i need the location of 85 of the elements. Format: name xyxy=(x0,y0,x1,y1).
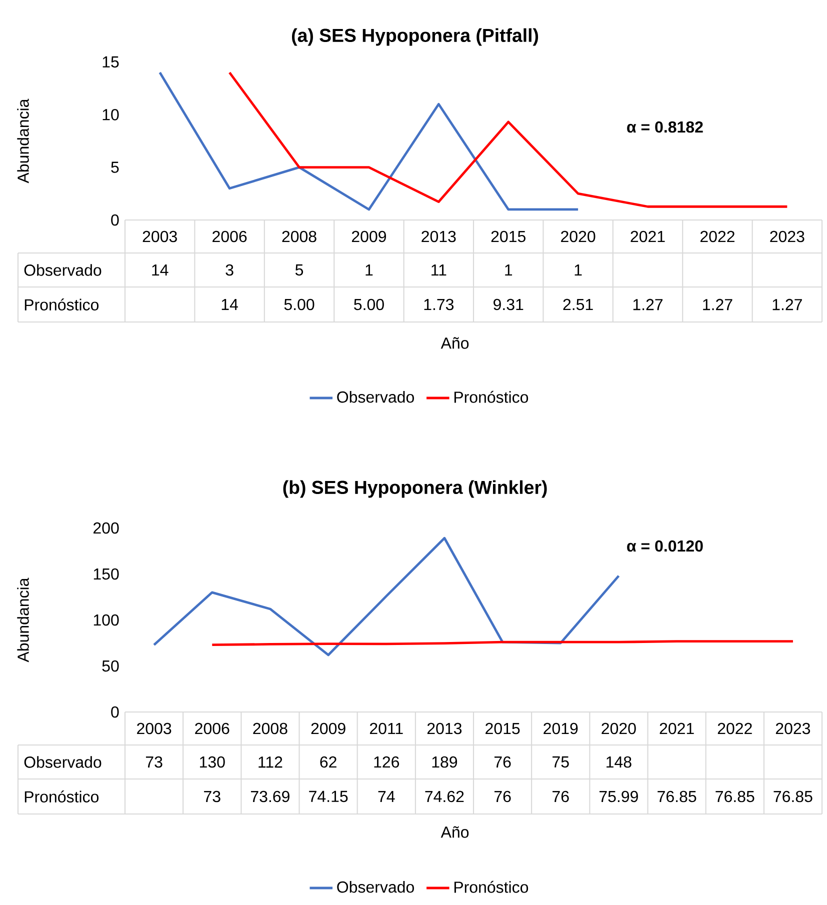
x-tick-label: 2011 xyxy=(370,722,403,734)
chart-title: (a) SES Hypoponera (Pitfall) xyxy=(292,28,538,46)
x-tick-label: 2021 xyxy=(630,230,665,242)
text: Observado xyxy=(24,264,102,276)
data-label: 189 xyxy=(432,756,458,768)
data-label: 73 xyxy=(204,790,220,802)
y-tick-label: 50 xyxy=(102,660,119,672)
y-tick-label: 15 xyxy=(102,56,119,68)
x-tick-label: 2003 xyxy=(137,722,172,734)
data-label: 3 xyxy=(226,264,234,276)
legend-label: Observado xyxy=(337,391,414,403)
data-label: 14 xyxy=(152,264,168,276)
x-tick-label: 2015 xyxy=(491,230,526,242)
y-axis-title: Abundancia xyxy=(17,98,29,184)
data-label: 62 xyxy=(320,756,336,768)
data-label: 1 xyxy=(574,264,582,276)
x-tick-label: 2013 xyxy=(422,230,456,242)
x-axis-title: Año xyxy=(440,337,469,349)
data-label: 76.85 xyxy=(716,790,754,802)
data-label: 74.15 xyxy=(309,790,348,802)
y-tick-label: 0 xyxy=(111,214,119,226)
x-tick-label: 2022 xyxy=(700,230,734,242)
data-label: 112 xyxy=(258,756,282,768)
data-label: 11 xyxy=(432,264,446,276)
legend-label: Pronóstico xyxy=(454,880,528,893)
annotation: α = 0.0120 xyxy=(627,540,703,552)
legend-label: Pronóstico xyxy=(454,390,528,403)
y-axis-title: Abundancia xyxy=(17,578,29,662)
x-tick-label: 2023 xyxy=(770,230,804,242)
data-label: 76.85 xyxy=(774,790,812,802)
data-label: 76.85 xyxy=(658,790,696,802)
x-tick-label: 2019 xyxy=(544,722,578,734)
x-tick-label: 2023 xyxy=(776,722,810,734)
y-tick-label: 150 xyxy=(94,568,119,580)
y-tick-label: 5 xyxy=(111,162,119,173)
data-label: 74 xyxy=(378,791,395,802)
x-tick-label: 2003 xyxy=(142,230,177,242)
x-tick-label: 2022 xyxy=(718,722,752,734)
x-tick-label: 2013 xyxy=(427,722,462,734)
y-tick-label: 100 xyxy=(94,614,119,626)
data-label: 76 xyxy=(494,756,511,768)
line-series xyxy=(158,71,580,211)
data-label: 1.27 xyxy=(633,298,663,310)
data-label: 14 xyxy=(222,299,238,310)
y-tick-label: 200 xyxy=(94,522,119,534)
data-label: 1.27 xyxy=(703,298,732,310)
text: Observado xyxy=(24,756,102,768)
data-label: 148 xyxy=(606,756,632,768)
data-label: 1 xyxy=(366,264,373,276)
data-label: 5.00 xyxy=(284,298,314,310)
data-label: 5.00 xyxy=(354,298,384,310)
x-tick-label: 2008 xyxy=(282,230,316,242)
annotation: α = 0.8182 xyxy=(627,121,703,133)
legend-label: Observado xyxy=(337,881,414,893)
x-axis-title: Año xyxy=(440,826,469,838)
data-label: 73.69 xyxy=(250,790,290,802)
data-label: 9.31 xyxy=(494,298,524,310)
data-label: 75.99 xyxy=(599,790,638,802)
x-tick-label: 2008 xyxy=(253,722,288,734)
data-label: 130 xyxy=(200,756,225,768)
data-label: 73 xyxy=(146,756,162,768)
line-series xyxy=(152,536,620,656)
y-tick-label: 0 xyxy=(111,706,119,718)
data-label: 2.51 xyxy=(563,298,593,310)
data-label: 126 xyxy=(374,756,400,768)
text: Pronóstico xyxy=(24,298,99,310)
x-tick-label: 2009 xyxy=(311,722,346,734)
x-tick-label: 2006 xyxy=(212,230,247,242)
data-label: 1 xyxy=(505,264,512,276)
x-tick-label: 2009 xyxy=(352,230,386,242)
data-label: 76 xyxy=(552,790,569,802)
data-label: 1.27 xyxy=(772,298,802,310)
chart-title: (b) SES Hypoponera (Winkler) xyxy=(283,480,547,498)
data-label: 75 xyxy=(552,756,569,768)
x-tick-label: 2020 xyxy=(561,230,596,242)
data-label: 74.62 xyxy=(425,790,464,802)
x-tick-label: 2021 xyxy=(660,722,694,734)
x-tick-label: 2006 xyxy=(195,722,230,734)
x-tick-label: 2015 xyxy=(486,722,520,734)
data-label: 76 xyxy=(494,790,511,802)
y-tick-label: 10 xyxy=(102,109,119,120)
data-label: 1.73 xyxy=(424,298,454,310)
text: Pronóstico xyxy=(24,790,99,802)
x-tick-label: 2020 xyxy=(602,722,636,734)
data-label: 5 xyxy=(295,264,304,276)
